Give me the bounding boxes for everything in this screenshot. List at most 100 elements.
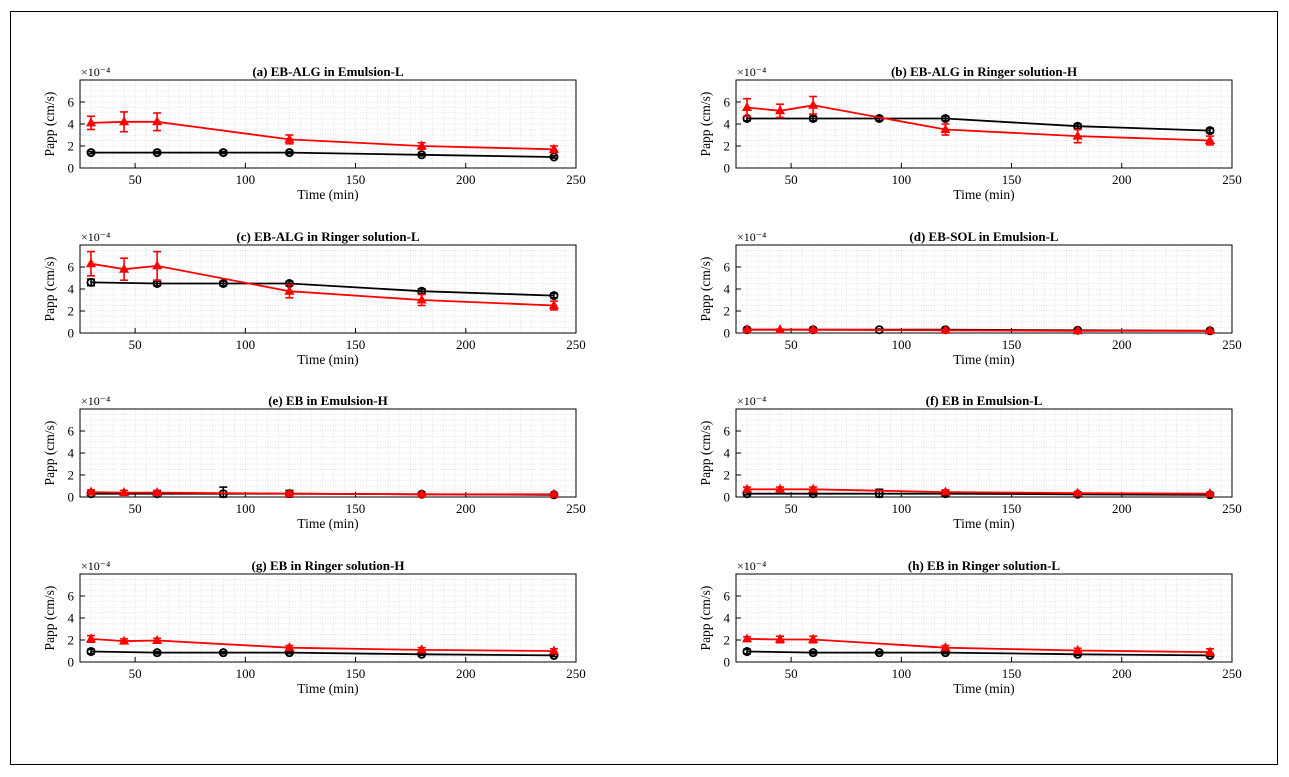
series-line	[91, 151, 555, 158]
x-tick-label: 250	[566, 172, 586, 187]
y-tick-label: 2	[724, 139, 731, 154]
x-tick-label: 200	[1112, 172, 1132, 187]
data-point	[808, 324, 819, 334]
series-red	[741, 324, 1216, 335]
data-point	[741, 483, 753, 493]
subplot-h: 50 100 150 200 250 0 2 4 6 ×10⁻⁴ (h) EB in Ringer …	[698, 558, 1242, 696]
data-point	[1204, 646, 1216, 656]
subplot-title: (e) EB in Emulsion-H	[268, 393, 388, 408]
y-axis-label: Papp (cm/s)	[698, 257, 713, 322]
series-red	[85, 111, 560, 154]
y-tick-label: 6	[724, 424, 731, 439]
data-point	[85, 117, 97, 127]
data-point	[808, 99, 819, 109]
y-axis-label: Papp (cm/s)	[698, 586, 713, 651]
x-tick-label: 150	[346, 501, 366, 516]
y-tick-label: 4	[68, 611, 75, 626]
data-point	[1072, 644, 1083, 654]
y-tick-label: 4	[68, 446, 75, 461]
data-point	[284, 285, 295, 295]
y-tick-label: 2	[724, 633, 731, 648]
x-tick-label: 200	[456, 501, 476, 516]
data-point	[741, 101, 753, 111]
data-point	[119, 116, 130, 126]
subplot-e: 50 100 150 200 250 0 2 4 6 ×10⁻⁴ (e) EB in Emulsio…	[42, 393, 586, 531]
y-axis-label: Papp (cm/s)	[698, 92, 713, 157]
subplot-a: 50 100 150 200 250 0 2 4 6 ×10⁻⁴ (a) EB-ALG in Emu…	[42, 64, 586, 202]
subplot-f: 50 100 150 200 250 0 2 4 6 ×10⁻⁴ (f) EB in Emulsio…	[698, 393, 1242, 531]
y-axis-label: Papp (cm/s)	[42, 421, 57, 486]
grid	[735, 245, 1233, 333]
subplot-title: (f) EB in Emulsion-L	[926, 393, 1043, 408]
x-axis-label: Time (min)	[953, 681, 1014, 696]
series-black	[86, 647, 559, 660]
y-tick-label: 0	[68, 655, 75, 670]
data-point	[284, 488, 295, 498]
x-tick-label: 100	[236, 666, 256, 681]
data-point	[775, 633, 786, 643]
series-line	[90, 638, 555, 652]
series-red	[85, 486, 560, 498]
data-point	[1072, 130, 1083, 140]
x-tick-label: 150	[1002, 337, 1022, 352]
y-tick-label: 0	[724, 161, 731, 176]
data-point	[940, 642, 951, 652]
series-black	[86, 277, 559, 301]
data-point	[119, 263, 130, 273]
x-tick-label: 100	[892, 501, 912, 516]
x-tick-label: 150	[1002, 666, 1022, 681]
subplot-title: (h) EB in Ringer solution-L	[908, 558, 1061, 573]
series-red	[741, 95, 1216, 146]
y-tick-label: 0	[724, 326, 731, 341]
x-tick-label: 150	[1002, 501, 1022, 516]
grid	[79, 409, 577, 497]
y-tick-label: 4	[724, 446, 731, 461]
data-point	[940, 486, 951, 496]
series-line	[747, 492, 1211, 496]
x-axis-label: Time (min)	[297, 352, 358, 367]
x-axis-label: Time (min)	[953, 352, 1014, 367]
data-point	[85, 633, 97, 643]
data-point	[152, 116, 163, 126]
x-tick-label: 100	[236, 337, 256, 352]
data-point	[416, 644, 427, 654]
series-line	[746, 104, 1211, 142]
data-point	[808, 483, 819, 493]
y-tick-label: 2	[724, 468, 731, 483]
data-point	[284, 642, 295, 652]
subplot-b: 50 100 150 200 250 0 2 4 6 ×10⁻⁴ (b) EB-ALG in Rin…	[698, 64, 1242, 202]
series-line	[747, 117, 1211, 132]
subplot-title: (a) EB-ALG in Emulsion-L	[252, 64, 404, 79]
data-point	[85, 486, 97, 496]
y-exponent-label: ×10⁻⁴	[81, 65, 110, 79]
data-point	[416, 488, 427, 498]
y-tick-label: 6	[68, 260, 75, 275]
data-point	[1204, 488, 1216, 498]
data-point	[218, 148, 228, 158]
x-tick-label: 250	[1222, 337, 1242, 352]
y-tick-label: 2	[68, 304, 75, 319]
data-point	[1204, 325, 1216, 335]
y-tick-label: 4	[724, 117, 731, 132]
data-point	[284, 148, 294, 158]
y-tick-label: 4	[724, 282, 731, 297]
x-tick-label: 50	[129, 666, 142, 681]
data-point	[416, 140, 427, 150]
data-point	[808, 114, 818, 124]
y-exponent-label: ×10⁻⁴	[81, 230, 110, 244]
y-tick-label: 4	[68, 117, 75, 132]
x-tick-label: 250	[566, 666, 586, 681]
x-tick-label: 50	[785, 172, 798, 187]
x-tick-label: 150	[346, 172, 366, 187]
x-tick-label: 50	[129, 172, 142, 187]
x-tick-label: 250	[566, 337, 586, 352]
subplot-d: 50 100 150 200 250 0 2 4 6 ×10⁻⁴ (d) EB-SOL in Emu…	[698, 229, 1242, 367]
data-point	[548, 645, 560, 655]
data-point	[940, 114, 950, 124]
series-red	[85, 250, 560, 311]
data-point	[741, 324, 753, 334]
data-point	[548, 299, 560, 309]
y-tick-label: 0	[724, 655, 731, 670]
subplot-title: (c) EB-ALG in Ringer solution-L	[236, 229, 420, 244]
